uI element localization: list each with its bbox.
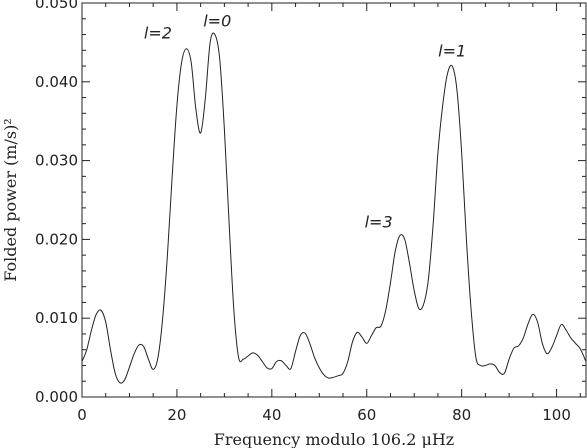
x-tick-label: 0	[77, 406, 87, 424]
peak-label: l=3	[365, 213, 393, 232]
y-axis: 0.000 0.010 0.020 0.030 0.040 0.050	[35, 0, 586, 406]
x-axis: 0 20 40 60 80 100	[77, 3, 581, 424]
x-axis-label: Frequency modulo 106.2 μHz	[214, 430, 454, 448]
y-tick-label: 0.020	[35, 230, 78, 248]
x-tick-label: 100	[542, 406, 571, 424]
peak-label: l=2	[144, 23, 172, 42]
plot-area	[81, 32, 587, 384]
peak-label: l=0	[203, 12, 231, 31]
plot-frame	[81, 2, 587, 398]
y-tick-label: 0.050	[35, 0, 78, 12]
y-tick-label: 0.000	[35, 388, 78, 406]
x-tick-label: 80	[452, 406, 471, 424]
y-tick-label: 0.010	[35, 309, 78, 327]
y-axis-label: Folded power (m/s)²	[1, 118, 20, 281]
x-tick-label: 40	[262, 406, 281, 424]
series-line-0	[81, 32, 587, 384]
y-tick-label: 0.030	[35, 152, 78, 170]
peak-label: l=1	[438, 42, 466, 61]
y-tick-label: 0.040	[35, 73, 78, 91]
x-tick-label: 60	[357, 406, 376, 424]
peak-annotations: l=2 l=0 l=3 l=1	[144, 12, 466, 232]
x-tick-label: 20	[167, 406, 186, 424]
